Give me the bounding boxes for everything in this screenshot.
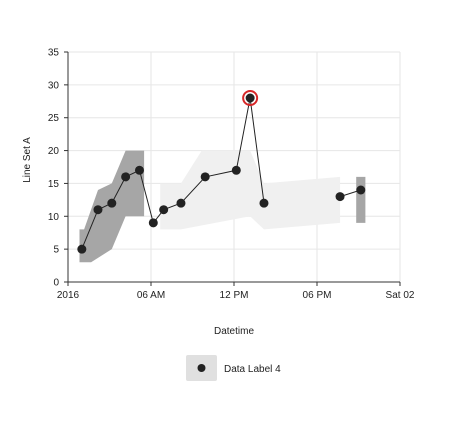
data-point[interactable] (200, 172, 210, 182)
series (77, 90, 366, 254)
data-point[interactable] (148, 218, 158, 228)
band-area (356, 176, 366, 223)
x-tick-label: 2016 (57, 290, 80, 301)
y-tick-label: 30 (48, 80, 60, 91)
data-point[interactable] (356, 185, 366, 195)
band-area (160, 150, 341, 230)
x-tick-label: Sat 02 (386, 290, 415, 301)
tick-labels: 0 5 10 15 20 25 30 35 2016 06 AM 12 PM 06 PM Sat 02 (48, 48, 415, 302)
x-tick-label: 12 PM (220, 290, 249, 301)
data-point[interactable] (121, 172, 131, 182)
data-point[interactable] (134, 165, 144, 175)
y-tick-label: 20 (48, 146, 60, 157)
x-tick-label: 06 PM (303, 290, 332, 301)
legend[interactable]: Data Label 4 (186, 355, 281, 381)
data-point[interactable] (231, 165, 241, 175)
data-point[interactable] (259, 198, 269, 208)
y-tick-label: 0 (53, 278, 59, 289)
legend-label[interactable]: Data Label 4 (224, 364, 281, 375)
data-point[interactable] (77, 244, 87, 254)
axes (64, 51, 401, 286)
data-point[interactable] (159, 205, 169, 215)
x-tick-label: 06 AM (137, 290, 165, 301)
data-point[interactable] (93, 205, 103, 215)
x-axis-title: Datetime (214, 326, 254, 337)
data-point[interactable] (245, 93, 255, 103)
confidence-bands (79, 150, 366, 263)
y-tick-label: 25 (48, 113, 60, 124)
y-axis-title: Line Set A (22, 137, 33, 183)
legend-marker (197, 364, 206, 372)
y-tick-label: 15 (48, 179, 60, 190)
data-point[interactable] (335, 192, 345, 202)
y-tick-label: 35 (48, 48, 60, 59)
y-tick-label: 10 (48, 212, 60, 223)
data-point[interactable] (176, 198, 186, 208)
y-tick-label: 5 (53, 245, 59, 256)
highlight-ring (242, 90, 259, 106)
data-point[interactable] (107, 198, 117, 208)
